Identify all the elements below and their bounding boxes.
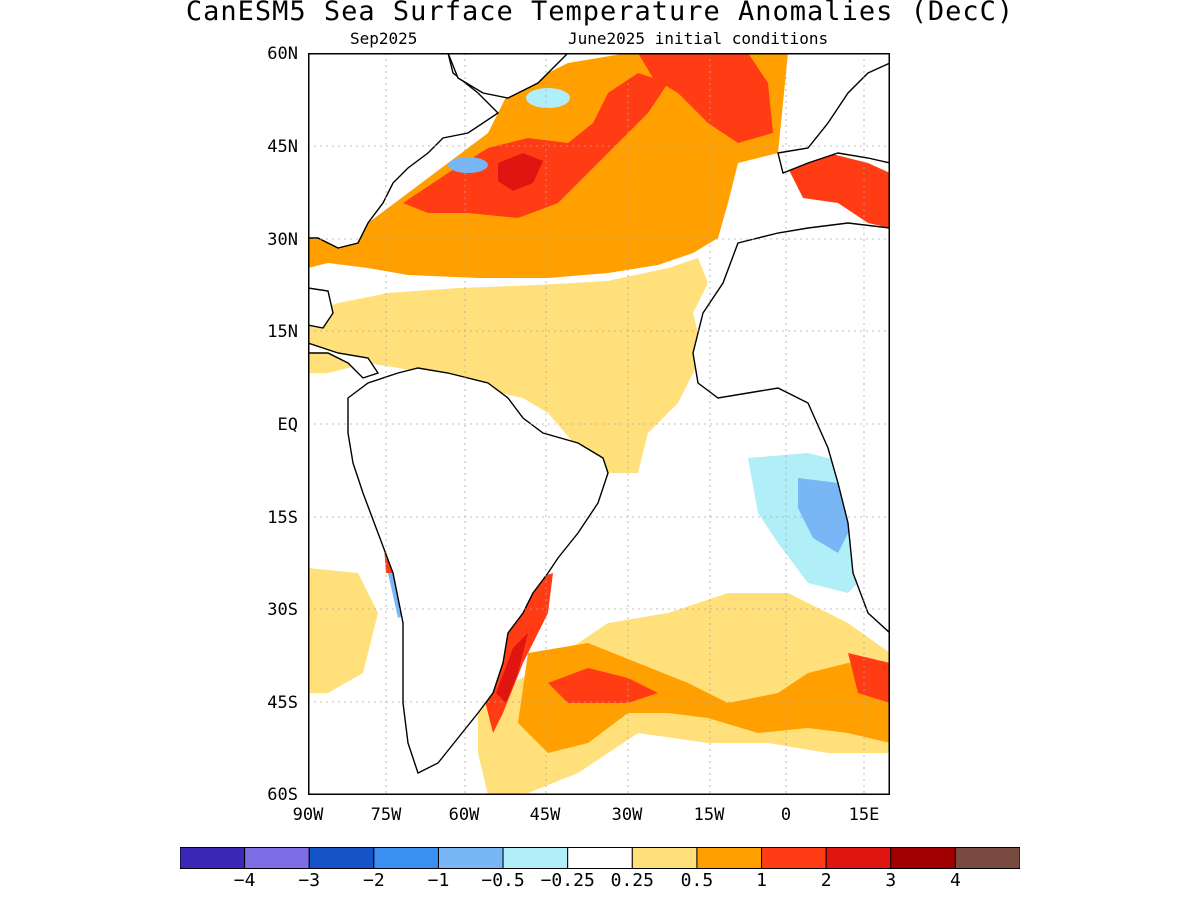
colorbar-tick-label: −3 — [298, 870, 321, 891]
colorbar-swatch — [502, 847, 569, 869]
lat-label-60n: 60N — [267, 44, 298, 64]
map-title: CanESM5 Sea Surface Temperature Anomalie… — [185, 0, 1015, 27]
colorbar-tick-label: −0.5 — [481, 870, 525, 891]
colorbar-tick-label: 3 — [885, 870, 897, 891]
map-border — [308, 53, 890, 795]
lon-label-30w: 30W — [611, 805, 643, 825]
anomaly-shade-cool-newfoundland — [526, 88, 570, 108]
lat-label-30n: 30N — [267, 230, 298, 250]
lat-label-15s: 15S — [267, 508, 298, 528]
land-central-america — [308, 287, 380, 379]
colorbar-swatch — [696, 847, 763, 869]
lat-label-eq: EQ — [277, 415, 298, 435]
anomaly-shade-cool-benguela — [798, 478, 853, 553]
lon-label-15w: 15W — [693, 805, 725, 825]
graticule — [308, 53, 890, 795]
land-europe — [777, 62, 890, 174]
anomaly-shade-1-southern — [518, 643, 890, 753]
colorbar-tick-label: −4 — [233, 870, 256, 891]
colorbar-swatch — [180, 847, 246, 869]
lon-label-90w: 90W — [292, 805, 324, 825]
sst-anomaly-map — [308, 53, 890, 795]
colorbar-tick-label: −0.25 — [540, 870, 595, 891]
land-north-america — [308, 53, 500, 249]
lat-label-45s: 45S — [267, 693, 298, 713]
anomaly-shade-2-mediterranean — [788, 153, 890, 228]
land-greenland-canada — [447, 53, 569, 99]
colorbar-swatch — [373, 847, 439, 869]
anomaly-shade-cool-ne-us — [448, 157, 488, 173]
colorbar-tick-label: 2 — [820, 870, 832, 891]
land-south-america — [347, 367, 609, 774]
lon-label-45w: 45W — [529, 805, 561, 825]
colorbar-tick-label: 1 — [756, 870, 767, 891]
lon-label-75w: 75W — [370, 805, 402, 825]
colorbar-swatch — [308, 847, 375, 869]
lat-label-45n: 45N — [267, 137, 298, 157]
colorbar-tick-label: 4 — [949, 870, 961, 891]
colorbar-tick-label: 0.5 — [680, 870, 714, 891]
colorbar-tick-label: 0.25 — [610, 870, 654, 891]
anomaly-shade-2-ne-atlantic — [638, 53, 773, 143]
anomaly-shade-3-falklands — [496, 633, 528, 703]
colorbar-swatch — [631, 847, 698, 869]
lon-label-60w: 60W — [448, 805, 480, 825]
anomaly-shade-2-se-corner — [848, 653, 890, 703]
anomaly-shade-2-north-atlantic — [403, 73, 668, 218]
colorbar-swatch — [761, 847, 827, 869]
lat-label-15n: 15N — [267, 322, 298, 342]
colorbar-swatch — [567, 847, 633, 869]
lat-label-30s: 30S — [267, 600, 298, 620]
lon-label-15e: 15E — [848, 805, 880, 825]
lat-label-60s: 60S — [267, 785, 298, 805]
colorbar — [180, 847, 1020, 869]
colorbar-swatch — [825, 847, 892, 869]
anomaly-shade-05-se-pacific — [308, 568, 378, 693]
colorbar-swatch — [954, 847, 1020, 869]
lon-label-0: 0 — [780, 805, 792, 825]
colorbar-tick-label: −1 — [427, 870, 450, 891]
anomaly-shade-2-southern — [548, 668, 658, 703]
anomaly-shade-3-gulf-stream — [498, 153, 543, 191]
land-africa — [692, 222, 890, 634]
valid-month-label: Sep2025 — [350, 29, 418, 48]
colorbar-swatch — [437, 847, 504, 869]
colorbar-swatch — [244, 847, 310, 869]
initial-conditions-label: June2025 initial conditions — [568, 29, 829, 48]
colorbar-tick-label: −2 — [363, 870, 385, 891]
colorbar-swatch — [890, 847, 956, 869]
anomaly-shade-05-equatorial — [548, 358, 638, 473]
